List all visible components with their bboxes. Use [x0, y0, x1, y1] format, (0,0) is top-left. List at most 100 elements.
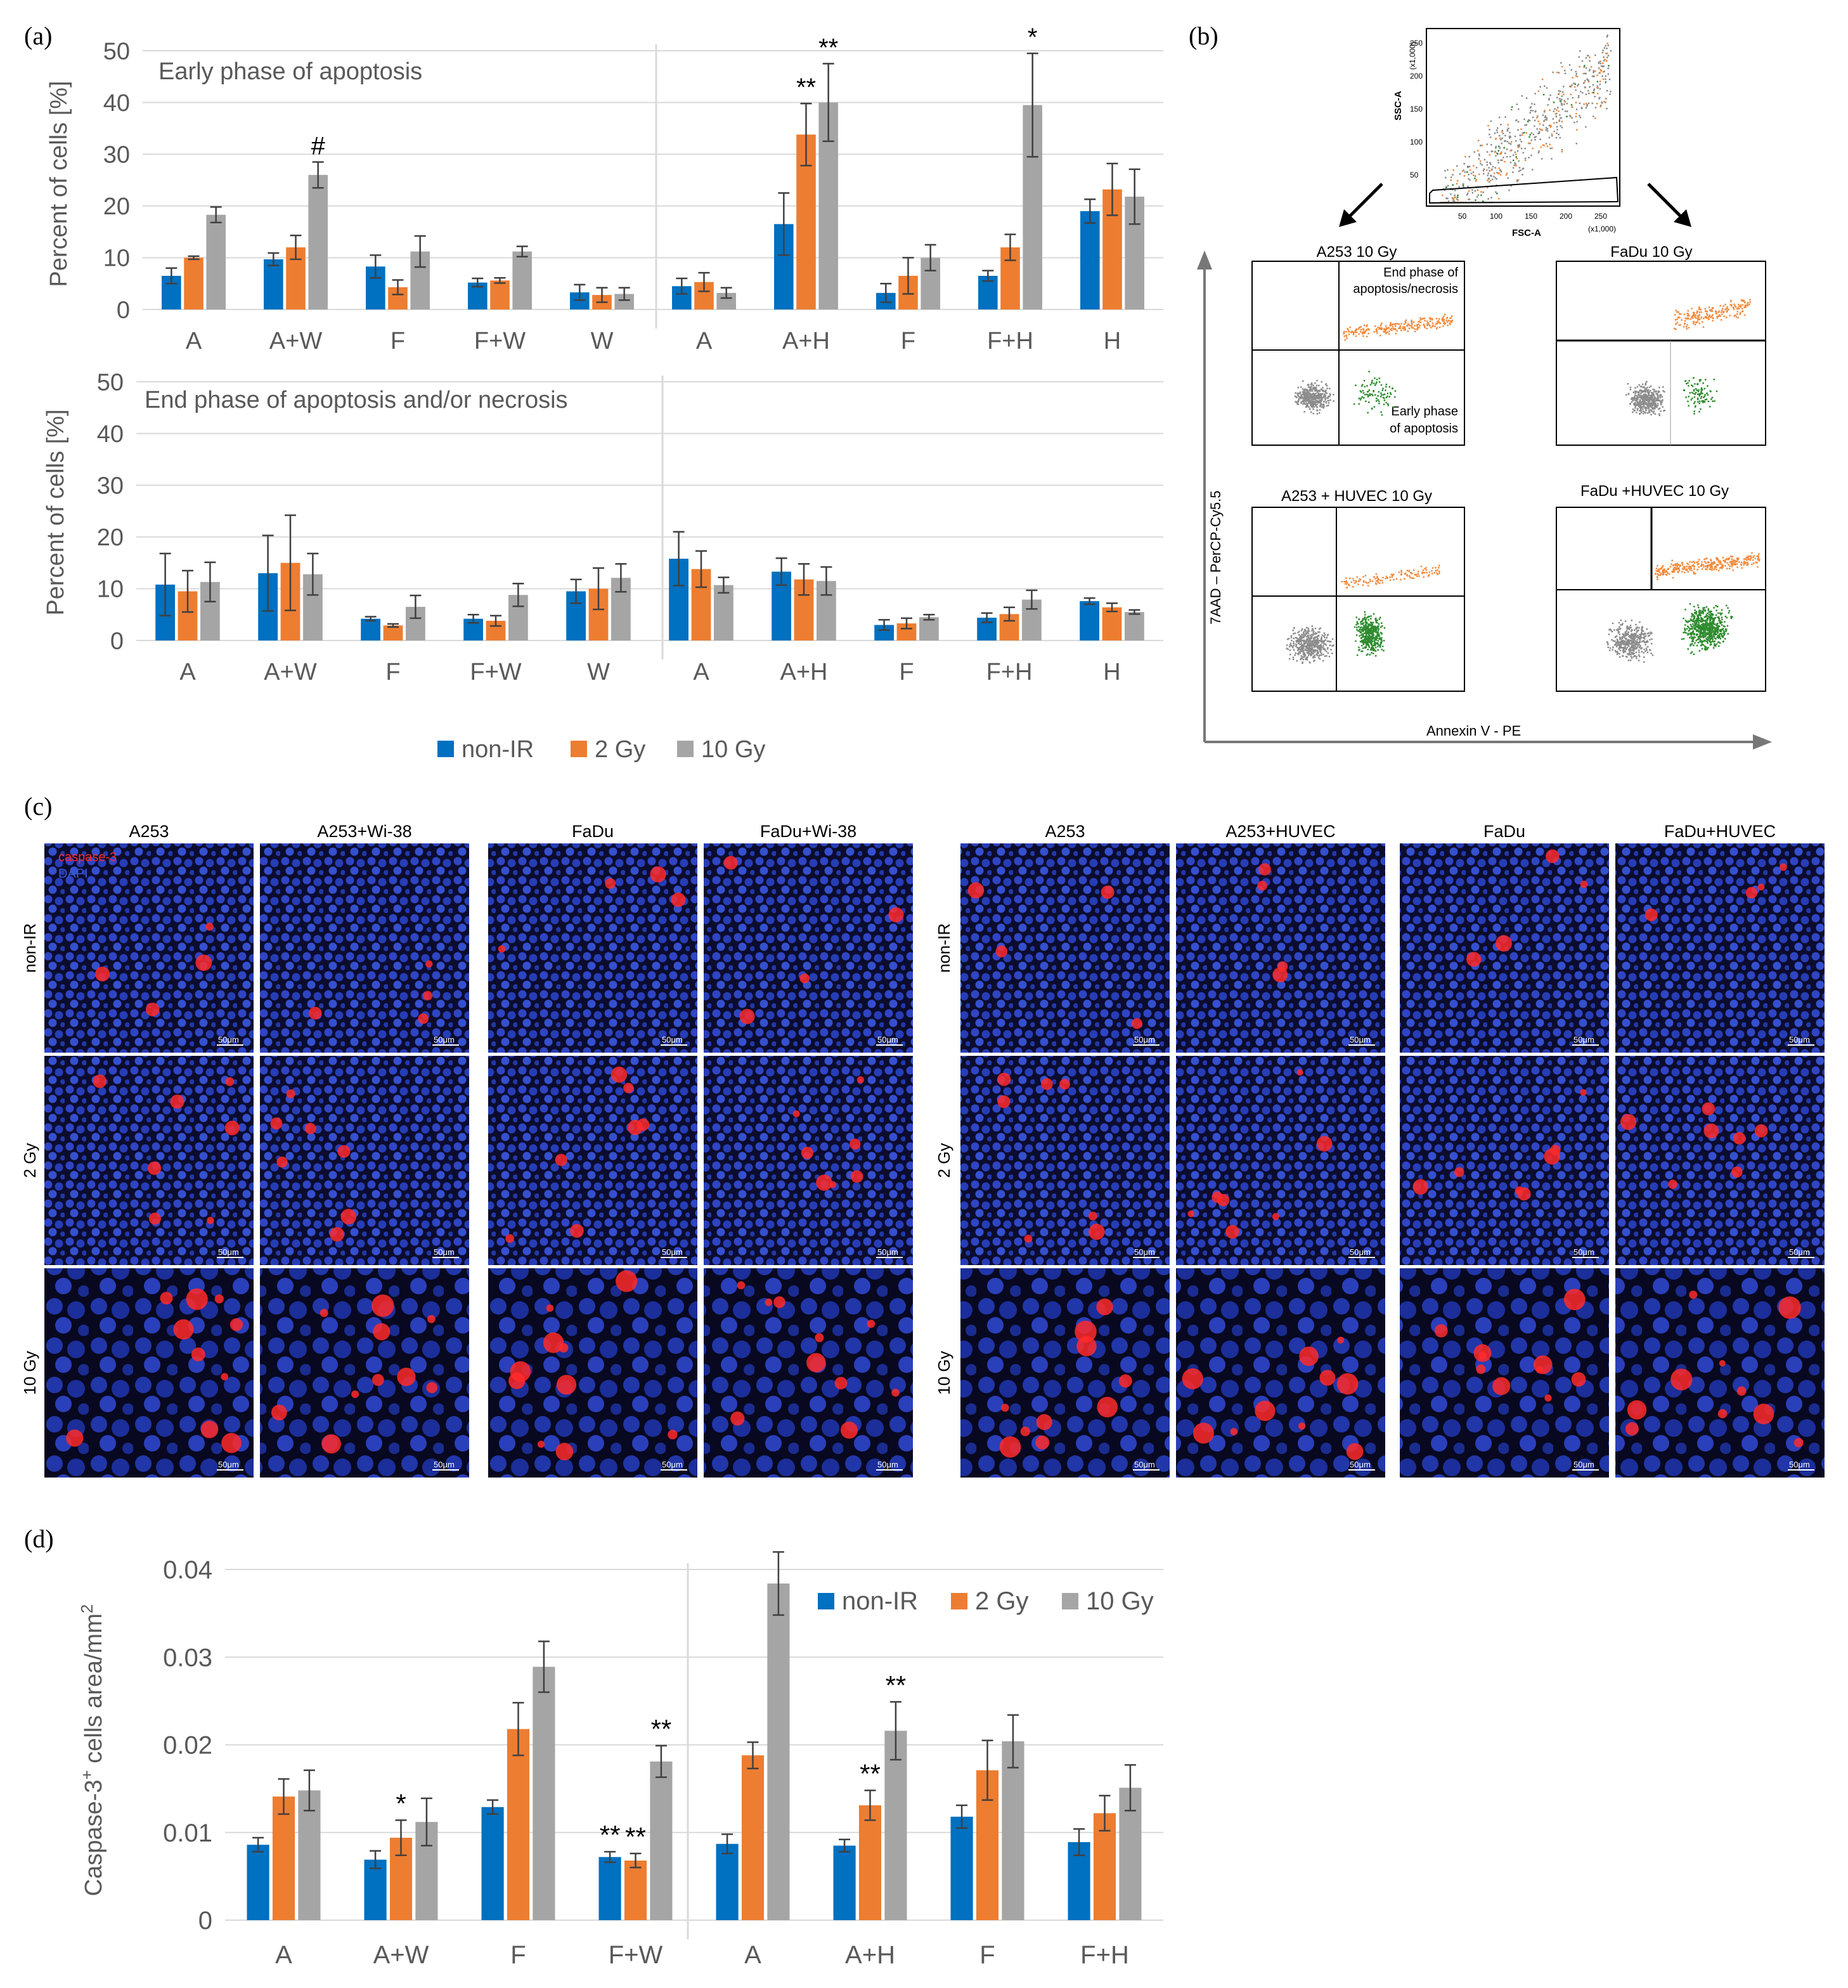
flow-dot [1345, 580, 1348, 582]
gating-dot [1544, 115, 1547, 117]
flow-dot [1428, 323, 1430, 325]
flow-dot [1313, 649, 1315, 651]
flow-dot [1317, 640, 1319, 642]
flow-dot [1300, 655, 1302, 657]
flow-dot [1355, 580, 1357, 582]
flow-dot [1312, 398, 1314, 400]
flow-dot [1678, 569, 1681, 571]
flow-dot [1674, 569, 1676, 571]
gating-dot [1546, 128, 1549, 130]
flow-dot [1310, 382, 1313, 384]
flow-dot [1367, 649, 1369, 651]
flow-dot [1637, 637, 1639, 639]
flow-dot [1698, 559, 1700, 561]
flow-dot [1312, 402, 1314, 405]
gating-dot [1561, 120, 1563, 122]
flow-dot [1705, 614, 1707, 616]
flow-dot [1713, 619, 1716, 621]
flow-dot [1367, 581, 1370, 583]
gating-dot [1499, 138, 1501, 140]
flow-dot [1713, 569, 1715, 571]
flow-dot [1369, 635, 1371, 637]
flow-dot [1312, 656, 1314, 658]
flow-dot [1326, 405, 1328, 407]
gating-dot [1544, 110, 1546, 112]
gating-dot [1509, 150, 1511, 152]
flow-dot [1644, 644, 1646, 646]
flow-dot [1373, 637, 1375, 639]
flow-dot [1373, 644, 1375, 647]
flow-dot [1640, 647, 1642, 650]
flow-dot [1726, 557, 1728, 560]
flow-dot [1412, 577, 1414, 580]
flow-dot [1438, 322, 1440, 323]
flow-dot [1711, 310, 1713, 312]
flow-dot [1314, 398, 1315, 401]
flow-dot [1436, 572, 1438, 574]
flow-dot [1426, 572, 1428, 574]
flow-dot [1710, 309, 1713, 311]
gating-dot [1566, 103, 1568, 105]
micro-image-bg [260, 843, 469, 1053]
flow-dot [1323, 643, 1325, 645]
flow-dot [1700, 308, 1702, 311]
flow-dot [1628, 653, 1631, 654]
flow-dot [1649, 396, 1651, 398]
flow-dot [1299, 643, 1302, 646]
flow-dot [1673, 568, 1675, 569]
flow-dot [1641, 627, 1643, 629]
flow-dot [1692, 640, 1694, 642]
flow-dot [1305, 398, 1307, 400]
flow-dot [1693, 633, 1695, 636]
flow-dot [1643, 637, 1644, 639]
flow-dot [1308, 638, 1311, 640]
flow-dot [1309, 634, 1311, 637]
flow-dot [1365, 646, 1367, 648]
flow-dot [1724, 621, 1726, 623]
flow-dot [1358, 618, 1360, 620]
flow-dot [1756, 562, 1758, 564]
flow-dot [1693, 573, 1695, 575]
flow-dot [1390, 323, 1392, 325]
caspase-spot [195, 954, 212, 971]
flow-dot [1618, 647, 1620, 649]
gating-dot [1456, 196, 1459, 198]
flow-dot [1363, 625, 1365, 627]
gating-dot [1541, 78, 1544, 81]
flow-dot [1726, 308, 1728, 309]
caspase-spot [543, 1332, 564, 1353]
flow-dot [1368, 632, 1371, 633]
flow-dot [1631, 638, 1633, 640]
flow-dot [1645, 647, 1648, 649]
flow-dot [1705, 620, 1707, 621]
flow-dot [1716, 559, 1718, 561]
flow-dot [1315, 392, 1317, 394]
flow-dot [1360, 328, 1362, 331]
gating-dot [1529, 107, 1532, 109]
flow-dot [1717, 641, 1720, 643]
gating-dot [1537, 90, 1540, 92]
flow-dot [1696, 389, 1698, 391]
flow-dot [1374, 325, 1376, 327]
flow-dot [1314, 627, 1317, 630]
flow-dot [1631, 401, 1633, 403]
flow-dot [1721, 564, 1724, 567]
flow-dot [1409, 572, 1412, 574]
flow-dot [1698, 630, 1700, 633]
flow-dot [1315, 642, 1317, 644]
gating-dot [1578, 56, 1580, 58]
gating-dot [1560, 117, 1562, 119]
flow-dot [1345, 587, 1348, 589]
flow-dot [1704, 635, 1706, 638]
flow-dot [1364, 332, 1366, 334]
flow-dot [1404, 320, 1407, 323]
flow-dot [1687, 571, 1690, 573]
flow-dot [1378, 400, 1380, 403]
flow-dot [1691, 651, 1693, 653]
caspase-spot [221, 1373, 229, 1381]
flow-dot [1703, 628, 1705, 630]
flow-dot [1620, 638, 1622, 640]
gating-dot [1556, 122, 1558, 124]
flow-dot [1319, 409, 1321, 411]
flow-dot [1382, 394, 1385, 396]
